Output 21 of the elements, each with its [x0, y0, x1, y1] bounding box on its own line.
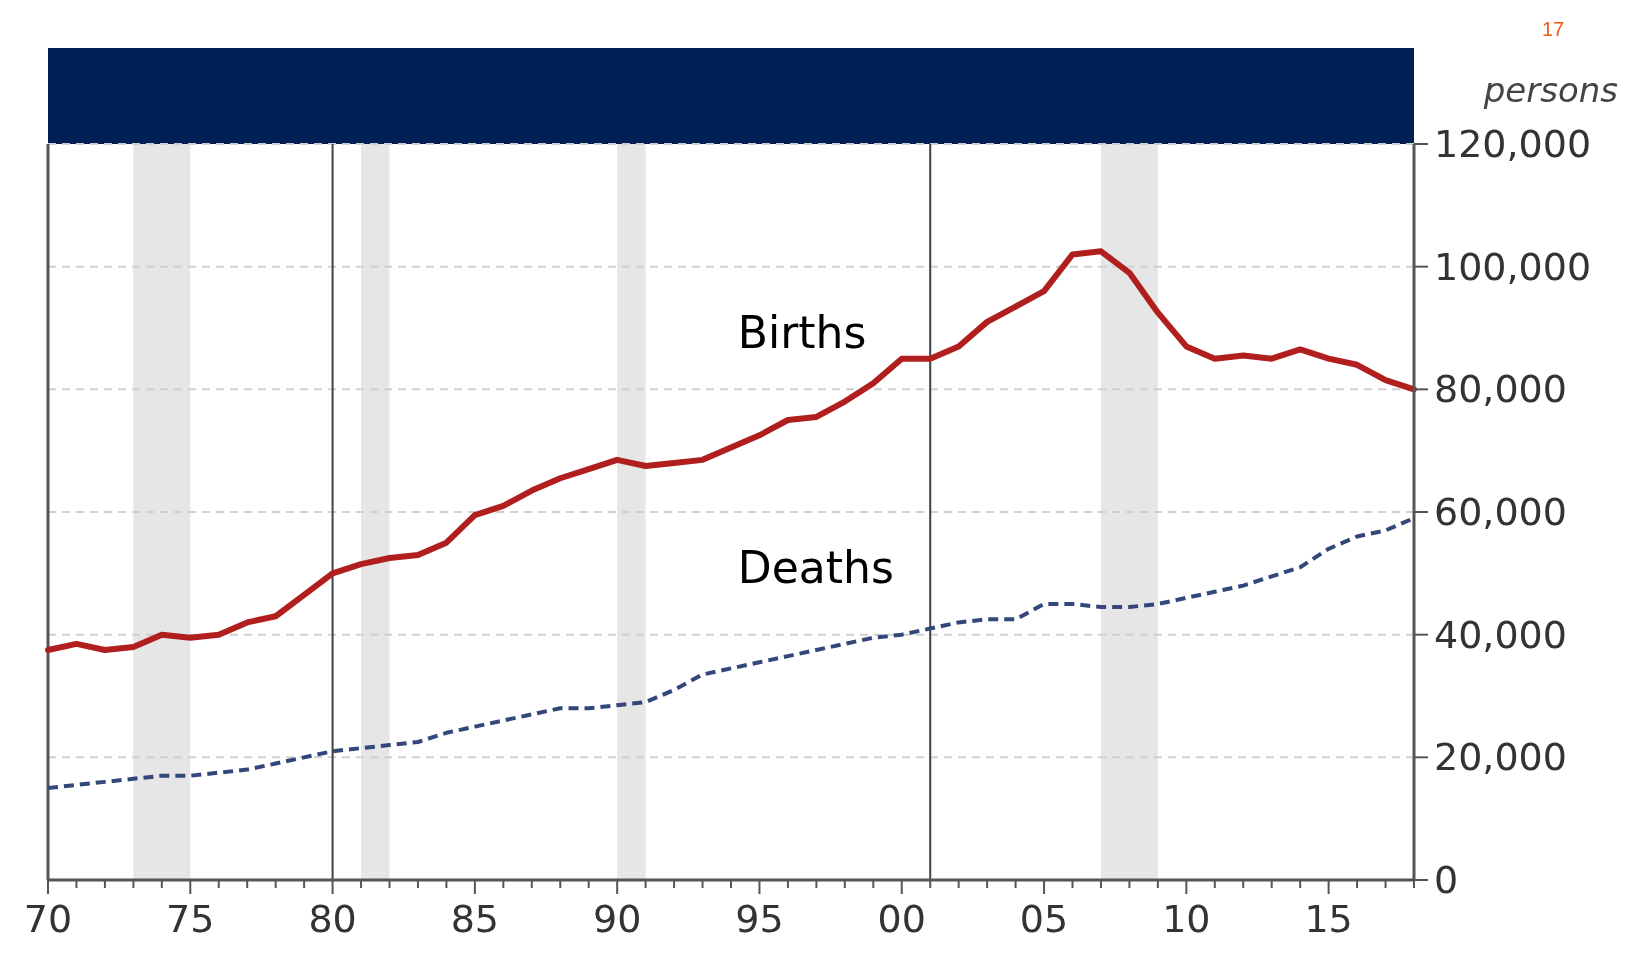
x-tick-label: 90: [592, 897, 642, 941]
x-tick-label: 00: [877, 897, 926, 941]
x-tick-label: 15: [1304, 897, 1353, 941]
y-tick-label: 80,000: [1434, 367, 1567, 412]
x-tick-label: 70: [23, 897, 73, 941]
y-tick-label: 120,000: [1434, 122, 1592, 166]
series-label: Births: [737, 307, 867, 358]
y-tick-label: 60,000: [1434, 490, 1567, 534]
x-tick-label: 75: [166, 897, 215, 941]
y-tick-label: 20,000: [1434, 735, 1567, 780]
x-tick-label: 80: [308, 897, 357, 941]
y-tick-label: 0: [1434, 858, 1459, 902]
text: 17: [1541, 18, 1565, 40]
series-label: Deaths: [737, 542, 894, 593]
x-tick-label: 85: [450, 897, 500, 941]
x-tick-label: 05: [1019, 897, 1069, 941]
x-tick-label: 95: [735, 897, 784, 941]
x-tick-label: 10: [1162, 897, 1211, 941]
y-tick-label: 100,000: [1434, 244, 1592, 289]
y-axis-title: persons: [1482, 70, 1618, 110]
y-tick-label: 40,000: [1434, 612, 1567, 657]
